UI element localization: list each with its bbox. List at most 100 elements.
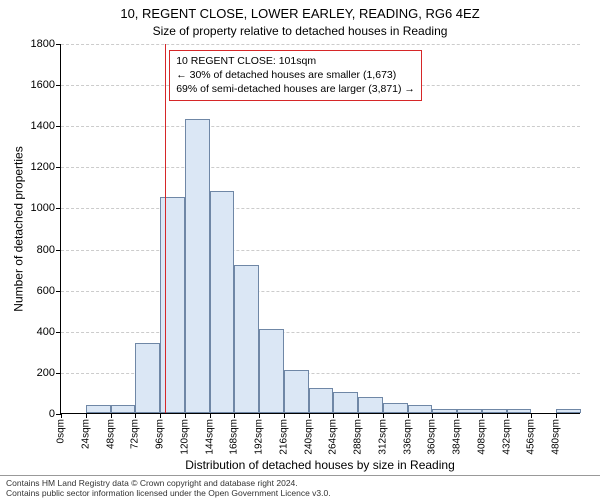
gridline-h	[61, 291, 580, 292]
annotation-line-2: ← 30% of detached houses are smaller (1,…	[176, 68, 415, 82]
histogram-bar	[482, 409, 507, 413]
title-line-1: 10, REGENT CLOSE, LOWER EARLEY, READING,…	[0, 6, 600, 21]
histogram-bar	[383, 403, 408, 413]
x-tick-mark	[507, 413, 508, 418]
y-tick-label: 1000	[31, 202, 55, 214]
y-tick-label: 0	[49, 408, 55, 420]
figure: 10, REGENT CLOSE, LOWER EARLEY, READING,…	[0, 0, 600, 500]
y-tick-label: 200	[37, 367, 55, 379]
y-tick-mark	[56, 208, 61, 209]
histogram-bar	[234, 265, 259, 413]
x-tick-mark	[432, 413, 433, 418]
histogram-bar	[185, 119, 210, 413]
x-tick-label: 408sqm	[476, 419, 487, 455]
x-tick-mark	[457, 413, 458, 418]
x-tick-label: 360sqm	[427, 419, 438, 455]
x-tick-mark	[259, 413, 260, 418]
y-tick-label: 1200	[31, 161, 55, 173]
x-tick-mark	[531, 413, 532, 418]
title-line-2: Size of property relative to detached ho…	[0, 24, 600, 38]
x-tick-label: 384sqm	[452, 419, 463, 455]
x-tick-label: 240sqm	[303, 419, 314, 455]
x-tick-mark	[556, 413, 557, 418]
histogram-bar	[111, 405, 136, 413]
histogram-bar	[259, 329, 284, 413]
histogram-bar	[507, 409, 532, 413]
x-tick-label: 0sqm	[56, 419, 67, 443]
y-tick-mark	[56, 332, 61, 333]
x-tick-label: 456sqm	[526, 419, 537, 455]
y-tick-mark	[56, 44, 61, 45]
x-tick-mark	[86, 413, 87, 418]
y-axis-label-wrap: Number of detached properties	[12, 44, 26, 414]
plot-area: 0200400600800100012001400160018000sqm24s…	[60, 44, 580, 414]
histogram-bar	[358, 397, 383, 413]
x-tick-label: 96sqm	[155, 419, 166, 449]
x-tick-mark	[284, 413, 285, 418]
x-tick-label: 144sqm	[204, 419, 215, 455]
y-tick-mark	[56, 85, 61, 86]
x-tick-mark	[333, 413, 334, 418]
x-tick-mark	[309, 413, 310, 418]
x-tick-label: 24sqm	[80, 419, 91, 449]
x-tick-mark	[482, 413, 483, 418]
gridline-h	[61, 126, 580, 127]
y-axis-label: Number of detached properties	[12, 146, 26, 311]
x-tick-mark	[358, 413, 359, 418]
footer: Contains HM Land Registry data © Crown c…	[0, 475, 600, 500]
x-tick-label: 336sqm	[402, 419, 413, 455]
annotation-line-3: 69% of semi-detached houses are larger (…	[176, 82, 415, 96]
y-tick-label: 600	[37, 285, 55, 297]
histogram-bar	[556, 409, 581, 413]
x-tick-label: 120sqm	[179, 419, 190, 455]
x-tick-label: 312sqm	[377, 419, 388, 455]
y-tick-mark	[56, 373, 61, 374]
y-tick-label: 1400	[31, 120, 55, 132]
x-tick-label: 192sqm	[254, 419, 265, 455]
gridline-h	[61, 167, 580, 168]
x-tick-label: 72sqm	[130, 419, 141, 449]
histogram-bar	[457, 409, 482, 413]
y-tick-mark	[56, 291, 61, 292]
histogram-bar	[86, 405, 111, 413]
histogram-bar	[309, 388, 334, 413]
x-axis-label: Distribution of detached houses by size …	[60, 458, 580, 472]
x-tick-label: 168sqm	[229, 419, 240, 455]
y-tick-label: 800	[37, 244, 55, 256]
footer-line-2: Contains public sector information licen…	[6, 488, 594, 499]
histogram-bar	[284, 370, 309, 413]
x-tick-mark	[111, 413, 112, 418]
x-tick-label: 48sqm	[105, 419, 116, 449]
x-tick-mark	[160, 413, 161, 418]
footer-line-1: Contains HM Land Registry data © Crown c…	[6, 478, 594, 489]
x-tick-mark	[135, 413, 136, 418]
histogram-bar	[135, 343, 160, 413]
x-tick-label: 288sqm	[353, 419, 364, 455]
x-tick-mark	[61, 413, 62, 418]
x-tick-mark	[210, 413, 211, 418]
y-tick-label: 1800	[31, 38, 55, 50]
y-tick-label: 1600	[31, 79, 55, 91]
reference-line	[165, 44, 166, 413]
x-tick-mark	[383, 413, 384, 418]
y-tick-mark	[56, 167, 61, 168]
y-tick-mark	[56, 126, 61, 127]
x-tick-label: 264sqm	[328, 419, 339, 455]
x-tick-mark	[234, 413, 235, 418]
y-tick-label: 400	[37, 326, 55, 338]
histogram-bar	[210, 191, 235, 413]
gridline-h	[61, 208, 580, 209]
gridline-h	[61, 44, 580, 45]
gridline-h	[61, 332, 580, 333]
histogram-bar	[408, 405, 433, 413]
annotation-line-1: 10 REGENT CLOSE: 101sqm	[176, 54, 415, 68]
gridline-h	[61, 250, 580, 251]
histogram-bar	[333, 392, 358, 413]
x-tick-mark	[185, 413, 186, 418]
x-tick-mark	[408, 413, 409, 418]
histogram-bar	[432, 409, 457, 413]
x-tick-label: 216sqm	[278, 419, 289, 455]
histogram-bar	[160, 197, 185, 413]
x-tick-label: 480sqm	[551, 419, 562, 455]
y-tick-mark	[56, 250, 61, 251]
